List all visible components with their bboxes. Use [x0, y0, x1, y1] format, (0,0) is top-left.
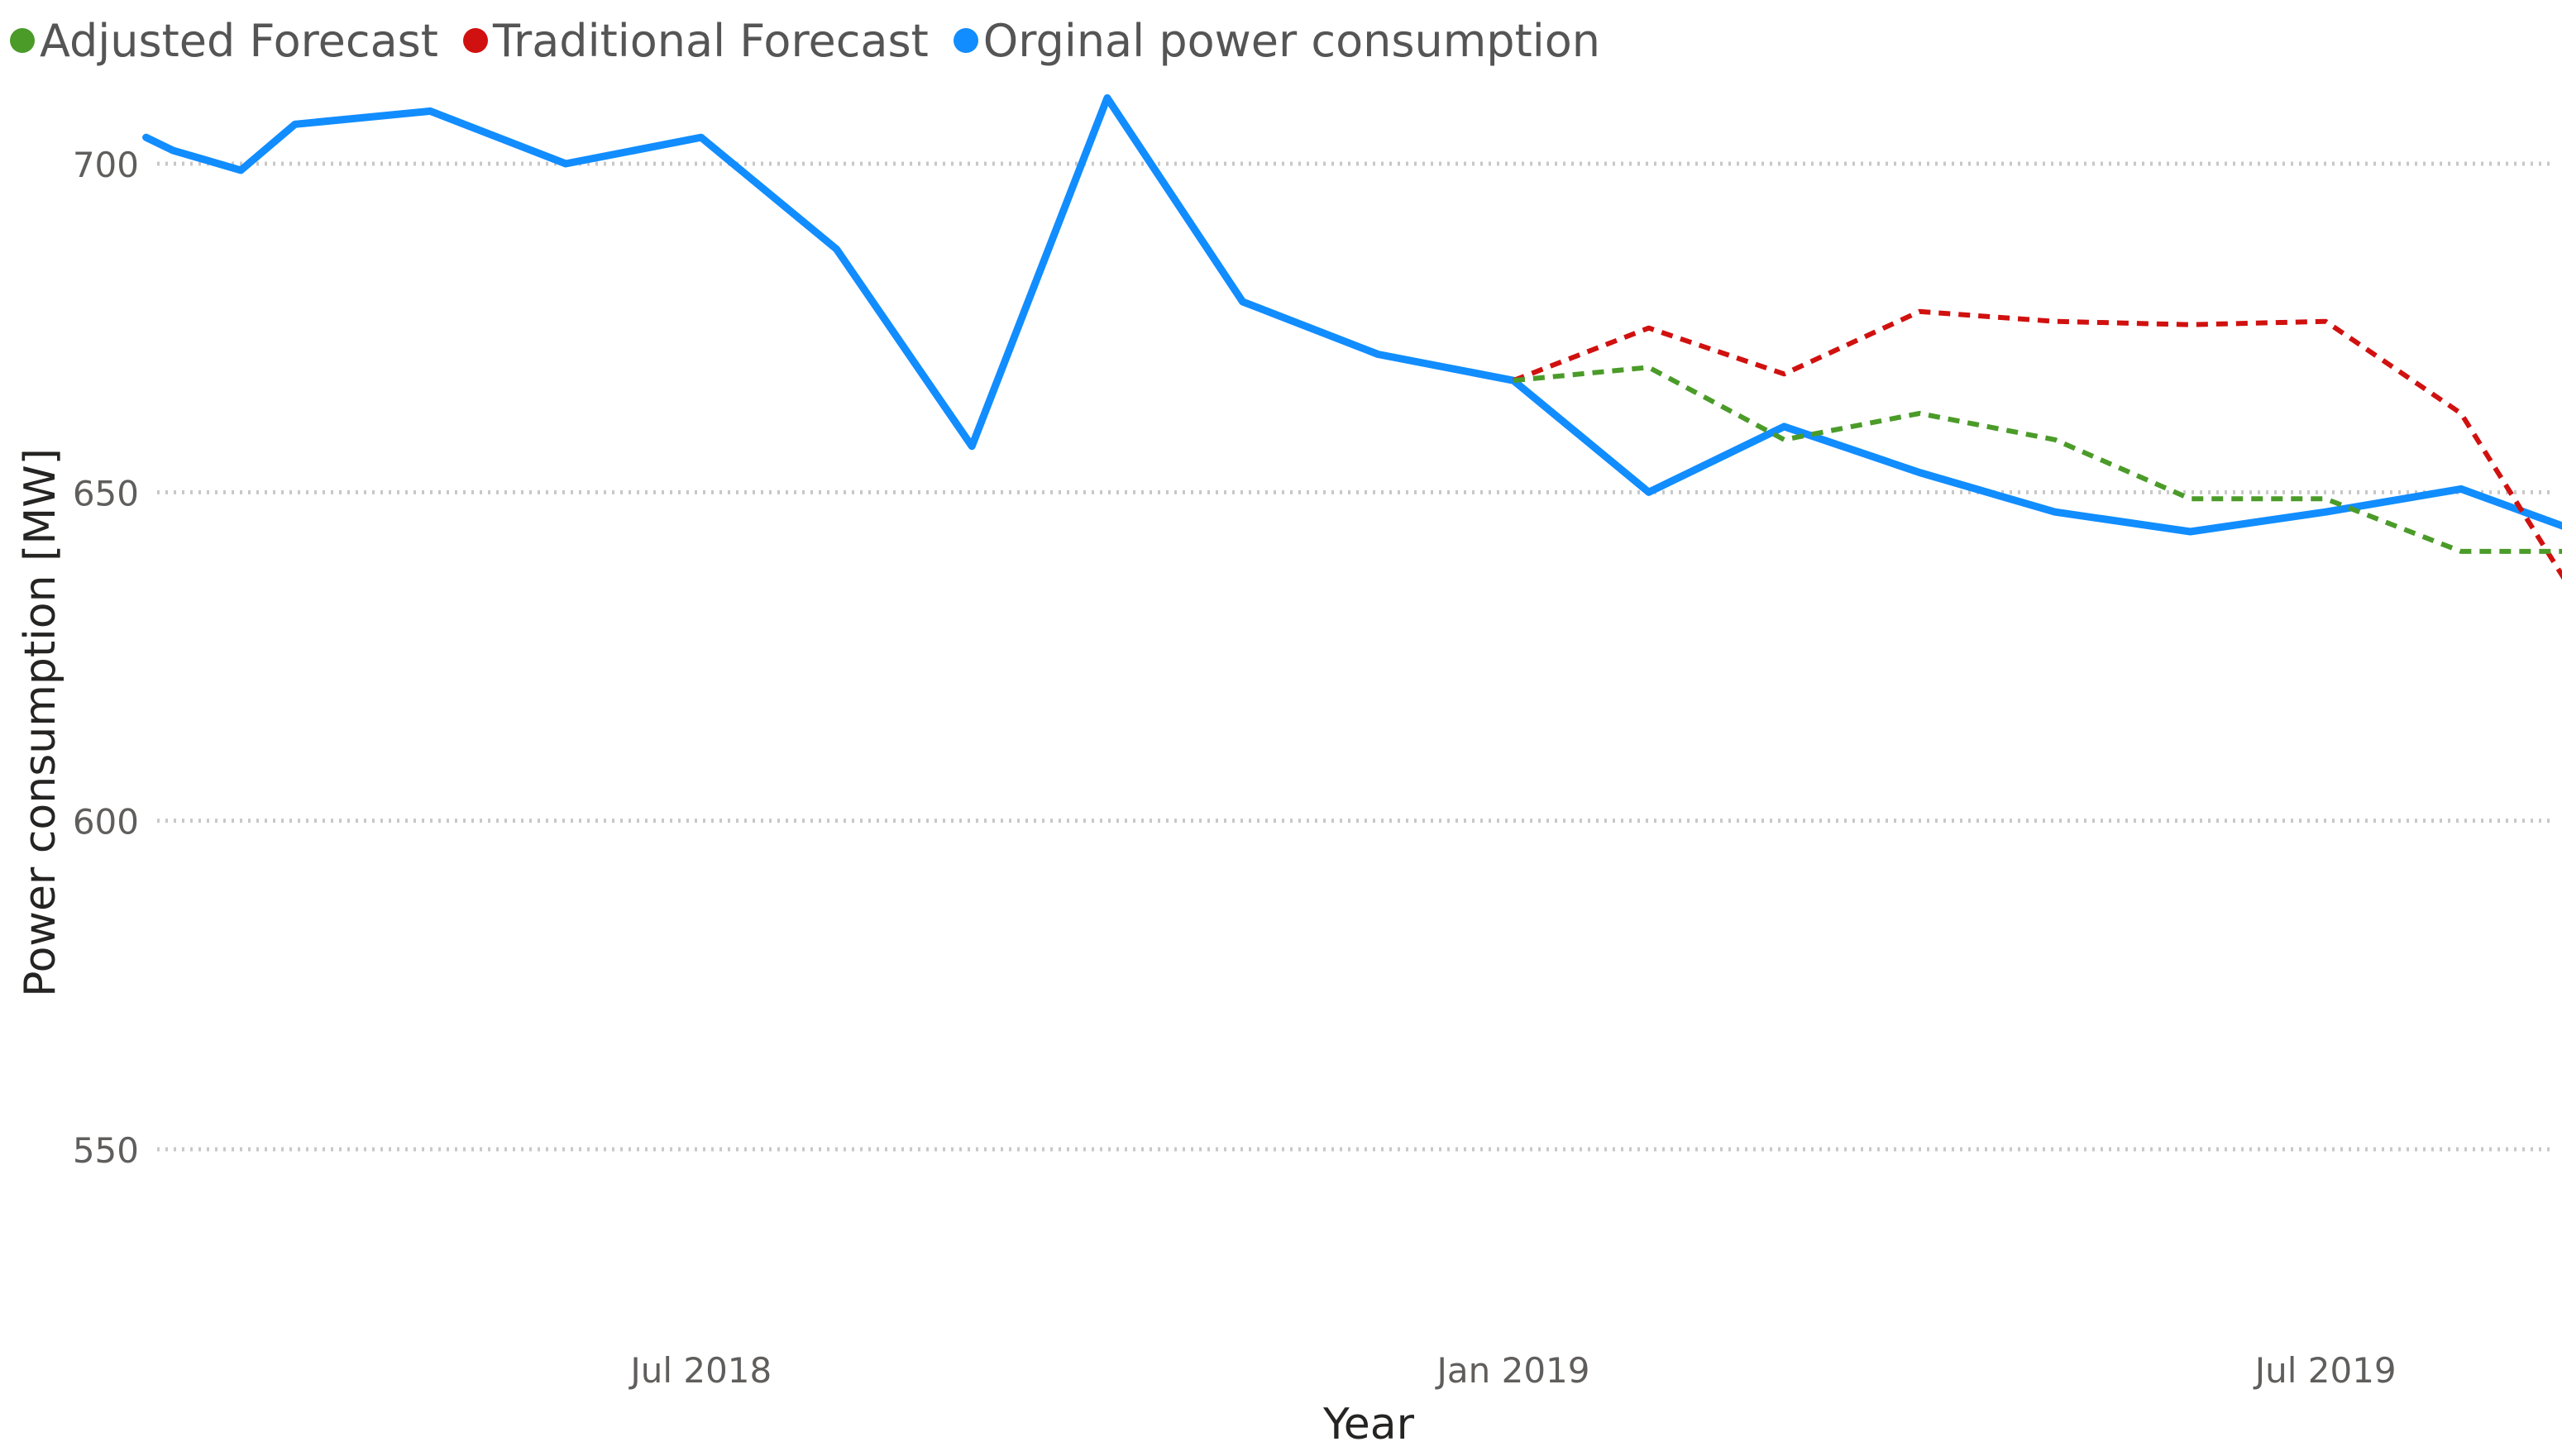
legend-item-adjusted-forecast[interactable]: Adjusted Forecast: [10, 15, 438, 67]
series-lines: [142, 94, 2562, 1143]
legend-label-original-power-consumption: Orginal power consumption: [982, 14, 1601, 67]
chart-legend: Adjusted Forecast Traditional Forecast O…: [10, 12, 1600, 69]
gridlines: [157, 161, 2555, 1152]
legend-item-traditional-forecast[interactable]: Traditional Forecast: [462, 14, 929, 67]
y-tick-label-700: 700: [73, 145, 139, 185]
series-line-orginal-power-consumption[interactable]: [142, 94, 2562, 1143]
y-axis-title: Power consumption [MW]: [16, 448, 65, 997]
legend-marker-adjusted-forecast: [10, 28, 35, 53]
y-tick-label-650: 650: [73, 473, 139, 513]
y-tick-label-600: 600: [73, 802, 139, 843]
legend-marker-original-power-consumption: [953, 28, 978, 53]
x-tick-label: Jul 2018: [628, 1350, 772, 1391]
legend-marker-traditional-forecast: [462, 28, 488, 53]
legend-label-traditional-forecast: Traditional Forecast: [492, 14, 929, 67]
y-axis-ticks: 550 600 650 700: [73, 145, 139, 1171]
x-axis-title: Year: [1322, 1400, 1415, 1449]
legend-item-original-power-consumption[interactable]: Orginal power consumption: [953, 14, 1601, 67]
series-line-adjusted-forecast[interactable]: [1513, 365, 2562, 945]
y-tick-label-550: 550: [73, 1130, 139, 1171]
x-tick-label: Jan 2019: [1435, 1350, 1590, 1391]
x-tick-label: Jul 2019: [2253, 1350, 2397, 1391]
legend-label-adjusted-forecast: Adjusted Forecast: [40, 14, 438, 67]
